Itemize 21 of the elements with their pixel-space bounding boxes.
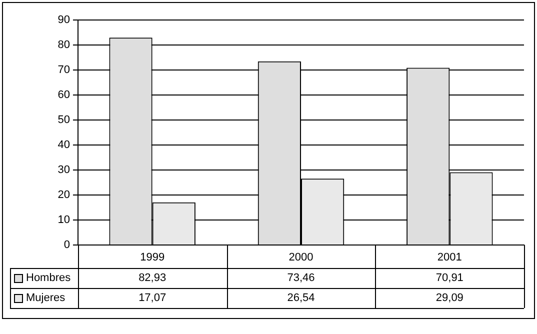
y-tick-label: 70 <box>58 64 70 76</box>
data-label: 70,91 <box>436 272 464 284</box>
x-tick-label: 1999 <box>140 252 165 264</box>
y-tick-label: 0 <box>64 239 70 252</box>
y-tick-label: 40 <box>58 139 70 152</box>
y-tick-label: 10 <box>58 214 70 226</box>
y-tick-label: 30 <box>58 164 70 176</box>
y-tick-label: 20 <box>58 189 70 202</box>
y-tick-label: 50 <box>58 114 70 126</box>
x-tick-label: 2001 <box>437 252 462 264</box>
y-tick-label: 90 <box>58 14 70 26</box>
data-label: 17,07 <box>138 292 166 304</box>
y-tick-label: 60 <box>58 89 70 102</box>
data-label: 73,46 <box>287 272 315 284</box>
x-tick-label: 2000 <box>288 252 314 264</box>
y-tick-label: 80 <box>58 39 70 52</box>
data-label: 82,93 <box>138 272 166 284</box>
data-label: 29,09 <box>436 292 464 304</box>
legend-label: Hombres <box>26 272 72 284</box>
data-label: 26,54 <box>287 292 315 304</box>
legend-label: Mujeres <box>26 292 66 304</box>
